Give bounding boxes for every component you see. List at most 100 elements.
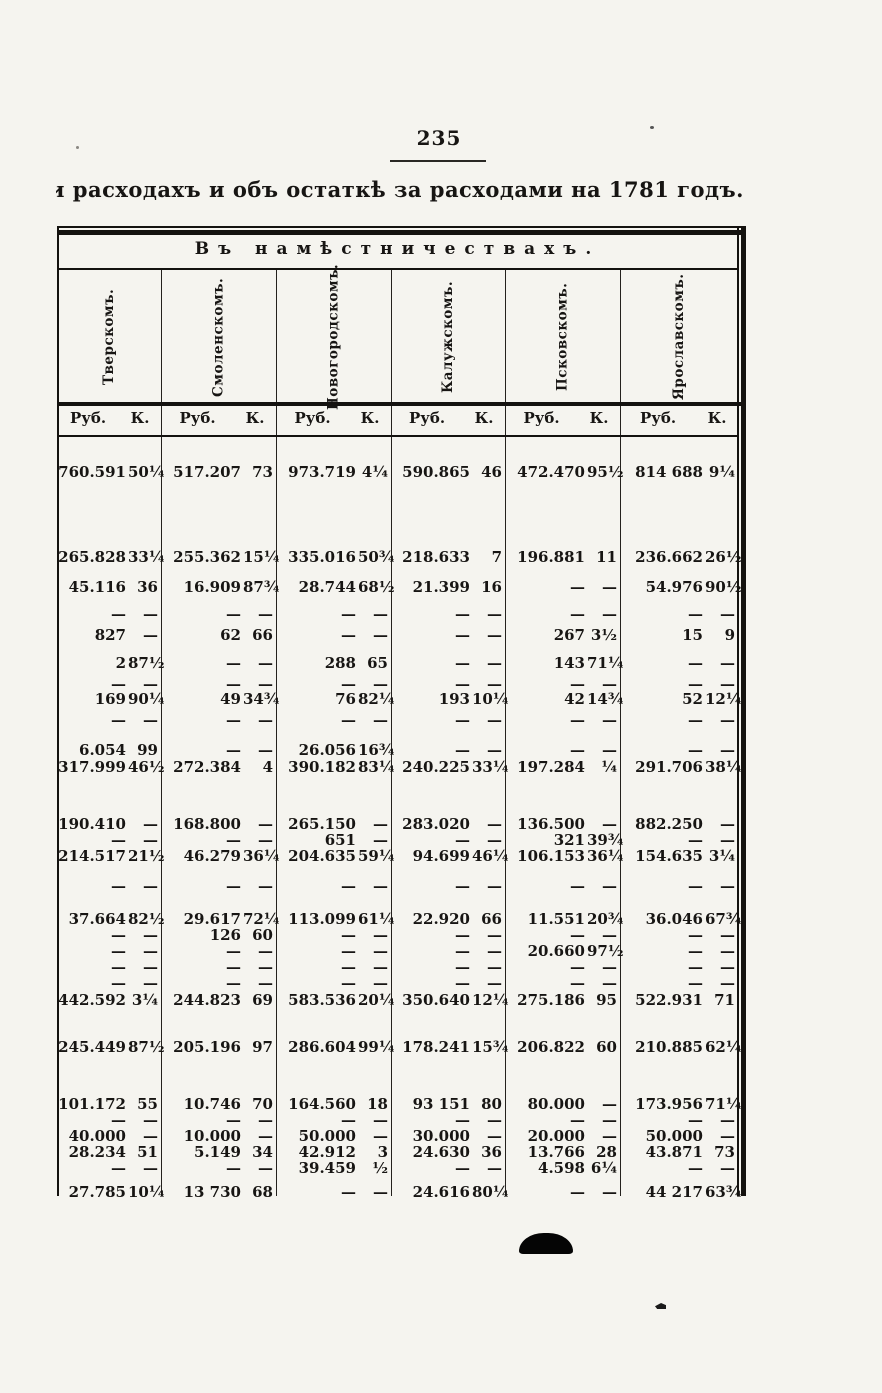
column-separator <box>505 270 506 1196</box>
kopecks-value: — <box>720 926 735 944</box>
cell-group: — — <box>505 1111 620 1129</box>
table-row: — — — — — — — — — — — — <box>57 711 738 729</box>
rubles-value: 335.016 <box>288 548 356 566</box>
cell-group: — — <box>391 741 505 759</box>
rubles-value: — <box>455 1111 470 1129</box>
rubles-value: — <box>341 711 356 729</box>
kopecks-value: — <box>373 1127 388 1145</box>
rubles-value: — <box>455 926 470 944</box>
cell-group: 169 90¼ <box>57 690 165 708</box>
rubles-value: — <box>455 711 470 729</box>
kopecks-value: 87¾ <box>243 578 280 596</box>
rubles-value: 283.020 <box>402 815 470 833</box>
cell-group: — — <box>161 942 276 960</box>
table-row: — — — —39.459 ½ — —4.598 6¼ — — <box>57 1159 738 1177</box>
kopecks-value: 80¼ <box>472 1183 509 1201</box>
kopecks-value: — <box>258 815 273 833</box>
rubles-value: 50.000 <box>298 1127 356 1145</box>
column-label: Смоленскомъ. <box>210 277 227 397</box>
kopecks-value: — <box>720 1159 735 1177</box>
cell-group: — — <box>620 711 738 729</box>
rubles-value: — <box>455 675 470 693</box>
cell-group: — — <box>276 605 391 623</box>
rubles-value: 15 <box>682 626 703 644</box>
cell-group: — — <box>391 958 505 976</box>
kopecks-value: — <box>720 942 735 960</box>
rubles-value: 168.800 <box>173 815 241 833</box>
kopecks-value: 59¼ <box>358 847 395 865</box>
rubles-value: 255.362 <box>173 548 241 566</box>
kopecks-value: — <box>602 578 617 596</box>
kopecks-value: — <box>487 1159 502 1177</box>
kopecks-value: — <box>602 815 617 833</box>
rubles-value: — <box>226 1159 241 1177</box>
kopecks-value: 87½ <box>128 1038 165 1056</box>
cell-group: 267 3½ <box>505 626 620 644</box>
table-row: 760.591 50¼ 517.207 73 973.719 4¼ 590.865 46 472… <box>57 463 738 481</box>
kopecks-value: — <box>602 926 617 944</box>
rubles-value: — <box>226 675 241 693</box>
rubles-value: 321 <box>553 831 585 849</box>
cell-group: 283.020 — <box>391 815 505 833</box>
kopecks-value: — <box>720 877 735 895</box>
rubles-value: 204.635 <box>288 847 356 865</box>
rubles-value: 42.912 <box>298 1143 356 1161</box>
rubles-value: 272.384 <box>173 758 241 776</box>
kopecks-unit-label: К. <box>707 409 727 427</box>
cell-group: 196.881 11 <box>505 548 620 566</box>
rubles-value: 136.500 <box>517 815 585 833</box>
rubles-value: 29.617 <box>183 910 241 928</box>
rubles-value: 46.279 <box>183 847 241 865</box>
rubles-value: — <box>341 1183 356 1201</box>
cell-group: 190.410 — <box>57 815 161 833</box>
kopecks-value: — <box>143 958 158 976</box>
cell-group: 20.000 — <box>505 1127 620 1145</box>
column-label: Ярославскомъ. <box>671 273 687 401</box>
cell-group: 154.635 3¼ <box>620 847 738 865</box>
rubles-value: — <box>226 831 241 849</box>
cell-group: 6.054 99 <box>57 741 161 759</box>
rubles-value: — <box>226 711 241 729</box>
kopecks-value: — <box>487 942 502 960</box>
kopecks-value: 4 <box>262 758 273 776</box>
rubles-value: — <box>570 1183 585 1201</box>
clipped-title-character: и <box>56 177 65 202</box>
rubles-value: 26.056 <box>298 741 356 759</box>
kopecks-value: — <box>720 958 735 976</box>
rubles-value: — <box>111 1159 126 1177</box>
rubles-value: — <box>570 1111 585 1129</box>
kopecks-value: — <box>143 711 158 729</box>
kopecks-value: — <box>373 711 388 729</box>
rubles-value: — <box>226 958 241 976</box>
kopecks-value: — <box>143 605 158 623</box>
cell-group: 350.640 12¼ <box>391 991 508 1009</box>
kopecks-value: 71¼ <box>587 654 624 672</box>
rubles-value: — <box>455 831 470 849</box>
cell-group: 522.931 71 <box>620 991 738 1009</box>
rubles-value: 517.207 <box>173 463 241 481</box>
kopecks-value: 97½ <box>587 942 624 960</box>
rubles-value: 4.598 <box>538 1159 585 1177</box>
cell-group: 583.536 20¼ <box>276 991 394 1009</box>
cell-group: 36.046 67¾ <box>620 910 742 928</box>
rubles-value: — <box>570 675 585 693</box>
cell-group: — — <box>391 831 505 849</box>
rubles-value: — <box>688 605 703 623</box>
cell-group: 43.871 73 <box>620 1143 738 1161</box>
rubles-value: 28.234 <box>68 1143 126 1161</box>
rubles-value: 210.885 <box>635 1038 703 1056</box>
rubles-value: 265.150 <box>288 815 356 833</box>
kopecks-value: 83¼ <box>358 758 395 776</box>
cell-group: — — <box>391 1159 505 1177</box>
cell-group: 94.699 46¼ <box>391 847 509 865</box>
rubles-value: — <box>341 626 356 644</box>
kopecks-value: — <box>373 958 388 976</box>
kopecks-value: — <box>720 654 735 672</box>
kopecks-value: 38¼ <box>705 758 742 776</box>
cell-group: — — <box>391 711 505 729</box>
kopecks-value: — <box>487 711 502 729</box>
rubles-value: 37.664 <box>68 910 126 928</box>
cell-group: 42.912 3 <box>276 1143 391 1161</box>
kopecks-value: — <box>487 605 502 623</box>
kopecks-value: 73 <box>714 1143 735 1161</box>
